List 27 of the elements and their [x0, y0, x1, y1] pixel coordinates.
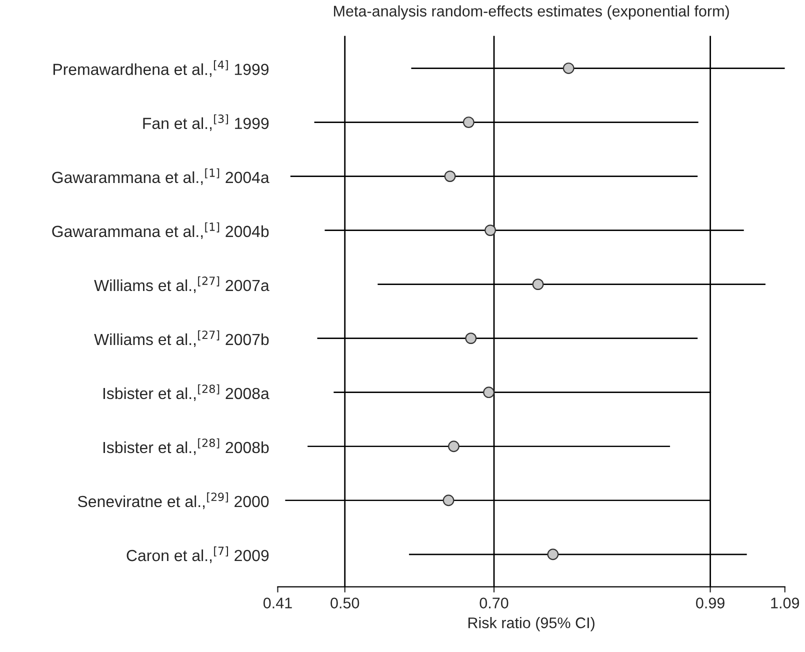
point: [484, 224, 496, 236]
y-tick-label: Williams et al.,$^{[27]}$ 2007a: [94, 276, 270, 294]
point: [448, 440, 460, 452]
y-tick-label: Premawardhena et al.,$^{[4]}$ 1999: [53, 60, 269, 77]
y-tick-label: Gawarammana et al.,$^{[1]}$ 2004a: [52, 168, 270, 185]
chart-title: Meta-analysis random-effects estimates (exponential form): [334, 5, 729, 20]
x-tick-label: 0.50: [330, 598, 360, 608]
point: [444, 170, 456, 182]
point: [465, 332, 477, 344]
y-tick-label: Williams et al.,$^{[27]}$ 2007b: [94, 330, 269, 348]
point: [462, 116, 474, 128]
x-tick-label: 0.99: [696, 598, 724, 608]
y-tick-label: Caron et al.,$^{[7]}$ 2009: [126, 546, 269, 564]
y-tick-label: Seneviratne et al.,$^{[29]}$ 2000: [78, 492, 269, 510]
point: [532, 278, 544, 290]
x-tick-label: 1.09: [771, 598, 800, 608]
y-tick-label: Gawarammana et al.,$^{[1]}$ 2004b: [52, 222, 269, 239]
y-tick-label: Isbister et al.,$^{[28]}$ 2008b: [103, 438, 269, 456]
point: [547, 548, 559, 560]
point: [442, 494, 454, 506]
x-axis-title: Risk ratio (95% CI): [468, 617, 594, 632]
x-tick-label: 0.70: [480, 598, 508, 608]
point: [483, 386, 494, 398]
point: [562, 62, 574, 74]
y-tick-label: Isbister et al.,$^{[28]}$ 2008a: [103, 384, 270, 402]
x-tick-label: 0.41: [263, 598, 292, 608]
y-tick-label: Fan et al.,$^{[3]}$ 1999: [143, 114, 269, 131]
